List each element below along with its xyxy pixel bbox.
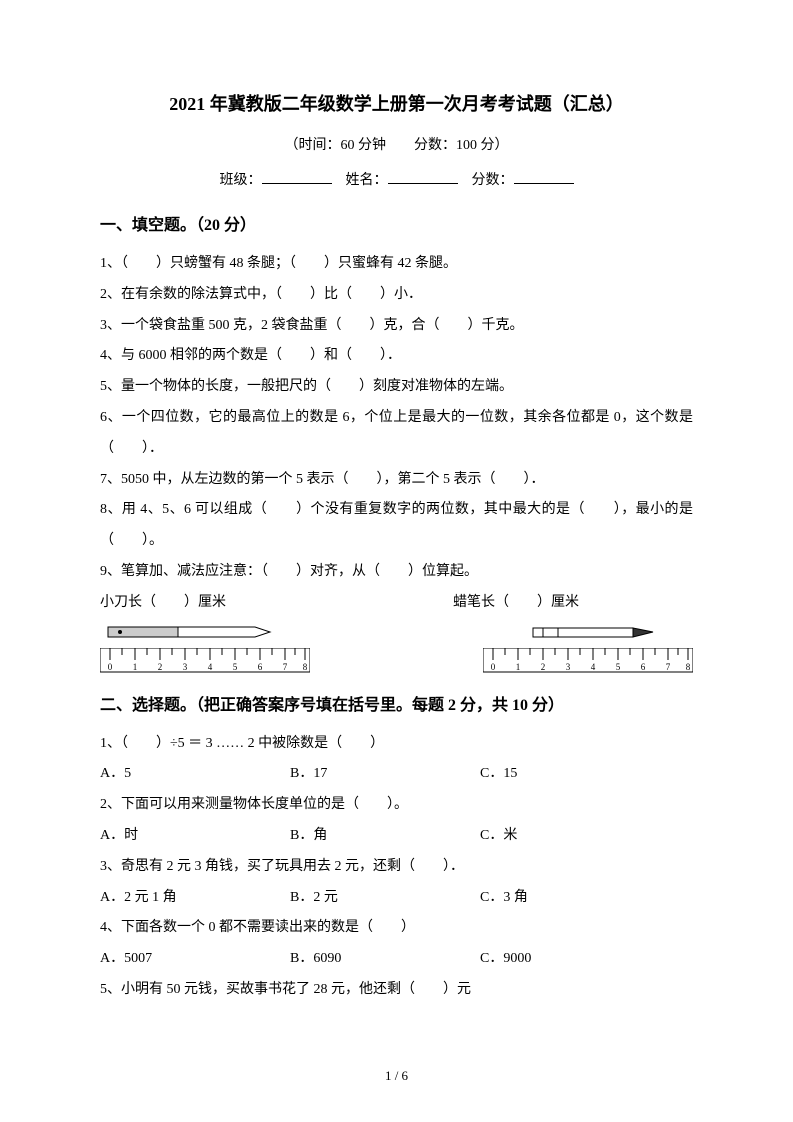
score-label: 分数： <box>472 173 514 188</box>
s1-q1: 1、（ ）只螃蟹有 48 条腿；（ ）只蜜蜂有 42 条腿。 <box>100 249 693 280</box>
ruler-right-label: 蜡笔长（ ）厘米 <box>453 588 693 619</box>
class-label: 班级： <box>220 173 262 188</box>
s2-q4-a: A．5007 <box>100 944 290 975</box>
exam-title: 2021 年冀教版二年级数学上册第一次月考考试题（汇总） <box>100 90 693 116</box>
s1-q9: 9、笔算加、减法应注意：（ ）对齐，从（ ）位算起。 <box>100 557 693 588</box>
s1-q7: 7、5050 中，从左边数的第一个 5 表示（ ），第二个 5 表示（ ）． <box>100 465 693 496</box>
ruler-row: 0 1 2 3 4 5 6 7 8 <box>100 623 693 681</box>
s2-q2-text: 2、下面可以用来测量物体长度单位的是（ ）。 <box>100 790 693 821</box>
section-2-header: 二、选择题。（把正确答案序号填在括号里。每题 2 分，共 10 分） <box>100 691 693 715</box>
svg-text:4: 4 <box>208 662 213 672</box>
section-1-header: 一、填空题。（20 分） <box>100 211 693 235</box>
ruler-left-label: 小刀长（ ）厘米 <box>100 588 340 619</box>
svg-text:5: 5 <box>616 662 621 672</box>
s2-q3-b: B．2 元 <box>290 883 480 914</box>
s2-q2-options: A．时 B．角 C．米 <box>100 821 693 852</box>
s2-q1-c: C．15 <box>480 759 693 790</box>
s2-q3-c: C．3 角 <box>480 883 693 914</box>
page-number: 1 / 6 <box>0 1068 793 1084</box>
s2-q4-options: A．5007 B．6090 C．9000 <box>100 944 693 975</box>
s1-q8: 8、用 4、5、6 可以组成（ ）个没有重复数字的两位数，其中最大的是（ ），最… <box>100 495 693 557</box>
s2-q5-text: 5、小明有 50 元钱，买故事书花了 28 元，他还剩（ ）元 <box>100 975 693 1006</box>
s2-q1-a: A．5 <box>100 759 290 790</box>
svg-text:8: 8 <box>686 662 691 672</box>
s2-q1-b: B．17 <box>290 759 480 790</box>
name-label: 姓名： <box>346 173 388 188</box>
s1-q3: 3、一个袋食盐重 500 克，2 袋食盐重（ ）克，合（ ）千克。 <box>100 311 693 342</box>
svg-text:8: 8 <box>303 662 308 672</box>
name-blank[interactable] <box>388 168 458 184</box>
svg-text:2: 2 <box>541 662 546 672</box>
svg-text:6: 6 <box>641 662 646 672</box>
ruler-left-svg: 0 1 2 3 4 5 6 7 8 <box>100 648 310 676</box>
s2-q2-c: C．米 <box>480 821 693 852</box>
s2-q3-text: 3、奇思有 2 元 3 角钱，买了玩具用去 2 元，还剩（ ）． <box>100 852 693 883</box>
svg-text:5: 5 <box>233 662 238 672</box>
svg-text:1: 1 <box>516 662 521 672</box>
crayon-icon <box>483 623 693 641</box>
s2-q2-b: B．角 <box>290 821 480 852</box>
s2-q4-c: C．9000 <box>480 944 693 975</box>
svg-text:2: 2 <box>158 662 163 672</box>
s1-q6: 6、一个四位数，它的最高位上的数是 6，个位上是最大的一位数，其余各位都是 0，… <box>100 403 693 465</box>
svg-text:1: 1 <box>133 662 138 672</box>
s1-q2: 2、在有余数的除法算式中，（ ）比（ ）小． <box>100 280 693 311</box>
svg-text:7: 7 <box>666 662 671 672</box>
svg-text:3: 3 <box>566 662 571 672</box>
ruler-right: 0 1 2 3 4 5 6 7 8 <box>483 623 693 681</box>
ruler-right-svg: 0 1 2 3 4 5 6 7 8 <box>483 648 693 676</box>
s2-q1-options: A．5 B．17 C．15 <box>100 759 693 790</box>
exam-subtitle: （时间：60 分钟 分数：100 分） <box>100 134 693 154</box>
s1-q4: 4、与 6000 相邻的两个数是（ ）和（ ）． <box>100 341 693 372</box>
s2-q2-a: A．时 <box>100 821 290 852</box>
s2-q4-b: B．6090 <box>290 944 480 975</box>
svg-text:6: 6 <box>258 662 263 672</box>
s2-q3-options: A．2 元 1 角 B．2 元 C．3 角 <box>100 883 693 914</box>
s1-q5: 5、量一个物体的长度，一般把尺的（ ）刻度对准物体的左端。 <box>100 372 693 403</box>
svg-text:0: 0 <box>108 662 113 672</box>
s2-q3-a: A．2 元 1 角 <box>100 883 290 914</box>
ruler-left: 0 1 2 3 4 5 6 7 8 <box>100 623 310 681</box>
class-blank[interactable] <box>262 168 332 184</box>
svg-text:4: 4 <box>591 662 596 672</box>
knife-icon <box>100 623 310 641</box>
svg-text:7: 7 <box>283 662 288 672</box>
svg-text:3: 3 <box>183 662 188 672</box>
student-info-line: 班级： 姓名： 分数： <box>100 168 693 189</box>
s2-q1-text: 1、（ ）÷5 ＝ 3 …… 2 中被除数是（ ） <box>100 729 693 760</box>
svg-text:0: 0 <box>491 662 496 672</box>
score-blank[interactable] <box>514 168 574 184</box>
s2-q4-text: 4、下面各数一个 0 都不需要读出来的数是（ ） <box>100 913 693 944</box>
